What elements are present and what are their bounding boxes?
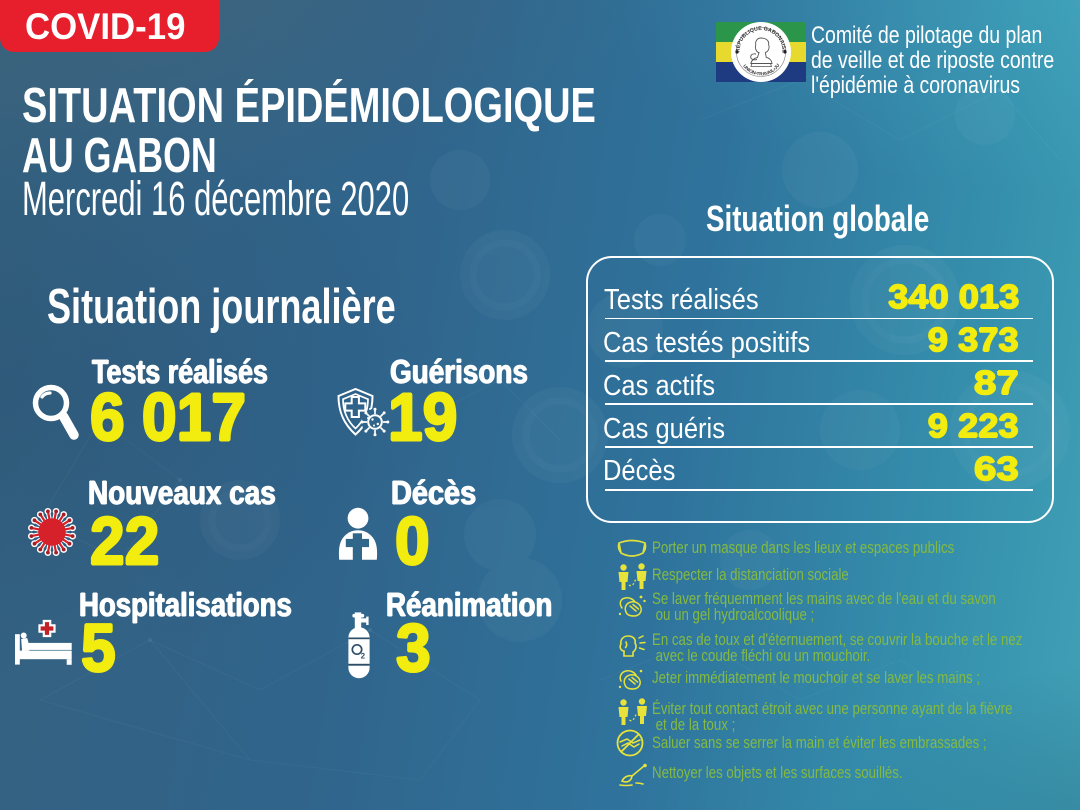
svg-text:2: 2 xyxy=(361,652,366,661)
